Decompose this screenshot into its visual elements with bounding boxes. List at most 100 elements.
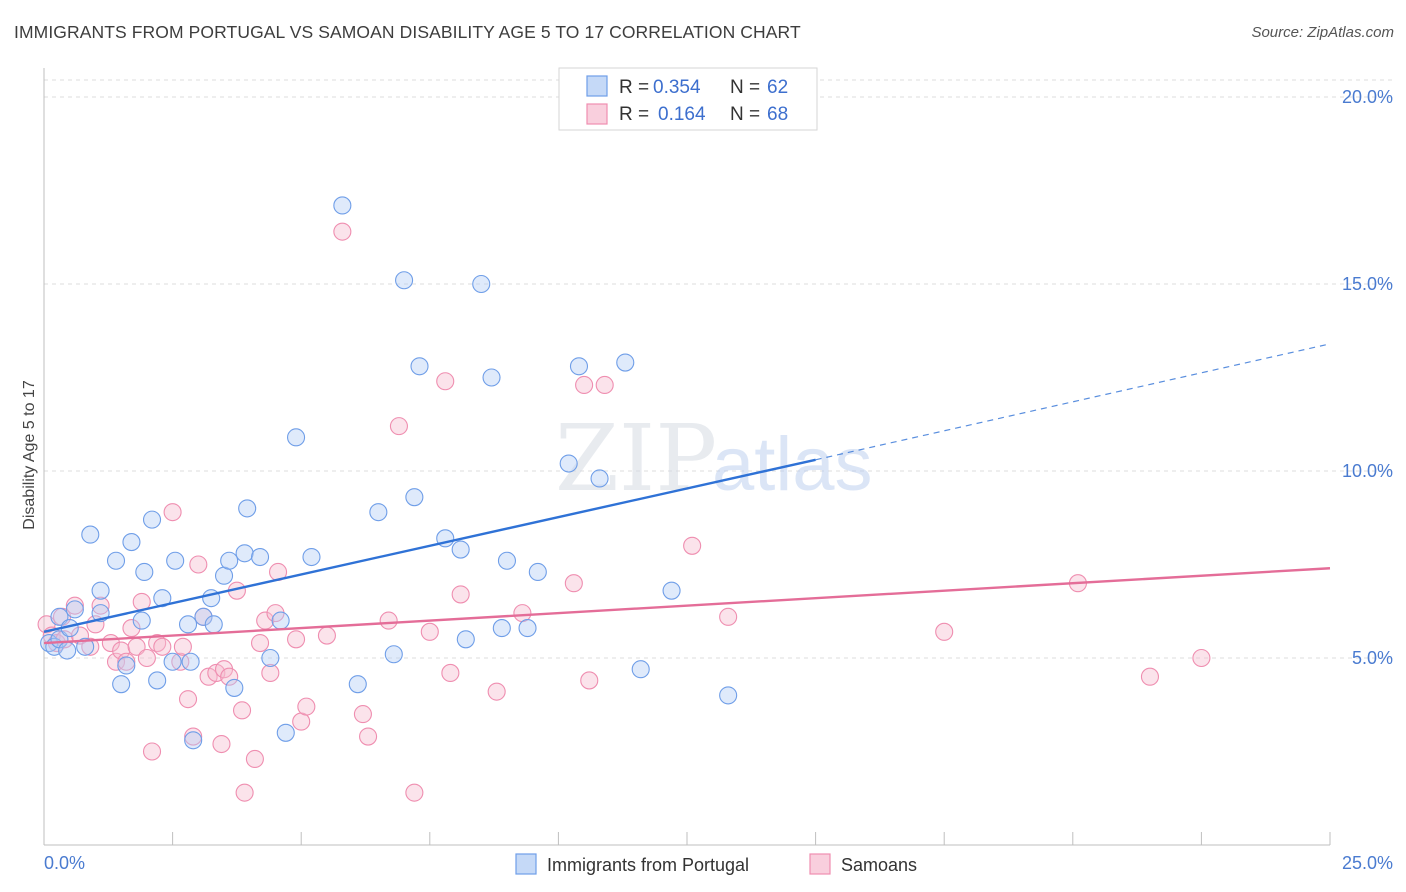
portugal-point-8 (81, 525, 100, 544)
portugal-point-57 (590, 469, 609, 488)
trendlines (43, 343, 1331, 645)
portugal-point-54 (528, 562, 547, 582)
samoan-point-25 (189, 555, 208, 574)
portugal-point-11 (106, 551, 126, 570)
samoan-point-23 (178, 690, 198, 709)
legend-n-label-samoan: N = (730, 104, 760, 125)
samoan-point-46 (353, 705, 372, 724)
y-tick-label-3: 20.0% (1342, 87, 1393, 107)
samoan-point-31 (220, 667, 239, 686)
portugal-point-27 (204, 615, 223, 634)
legend-n-value-samoan: 68 (767, 104, 788, 125)
legend-r-value-samoan: 0.164 (658, 104, 706, 125)
bottom-legend-swatch-samoan (809, 853, 831, 875)
portugal-point-50 (482, 368, 501, 387)
portugal-point-49 (472, 274, 491, 294)
samoan-point-52 (436, 372, 455, 391)
samoan-point-3 (55, 630, 74, 649)
samoan-point-22 (173, 637, 192, 656)
legend-r-value-portugal: 0.354 (653, 77, 701, 98)
samoan-point-63 (935, 622, 954, 641)
samoan-point-43 (297, 697, 316, 716)
portugal-point-58 (616, 353, 635, 372)
portugal-point-40 (348, 675, 367, 694)
samoan-point-59 (580, 671, 599, 690)
y-tick-label-1: 10.0% (1342, 461, 1393, 481)
samoan-point-60 (595, 375, 614, 395)
portugal-point-47 (451, 540, 470, 559)
legend-r-label-samoan: R = (619, 104, 649, 125)
samoan-point-47 (359, 727, 378, 746)
samoan-point-20 (163, 503, 182, 522)
y-tick-labels: 5.0% 10.0% 15.0% 20.0% (1342, 87, 1393, 668)
samoan-point-45 (333, 222, 352, 241)
x-tick-label-0: 0.0% (44, 853, 85, 873)
portugal-point-12 (112, 675, 131, 694)
watermark-zip: ZIP (555, 405, 717, 512)
samoan-point-48 (379, 611, 398, 630)
samoan-point-62 (719, 607, 738, 626)
samoan-point-55 (487, 682, 506, 701)
portugal-point-17 (142, 510, 162, 529)
samoan-point-57 (564, 574, 583, 593)
bottom-legend: Immigrants from Portugal Samoans (515, 853, 917, 875)
portugal-point-32 (238, 499, 257, 518)
samoan-point-66 (1192, 648, 1211, 668)
legend-n-value-portugal: 62 (767, 77, 788, 98)
samoan-point-50 (405, 783, 424, 802)
grid (44, 79, 1392, 659)
samoan-point-24 (184, 727, 203, 746)
samoan-point-36 (250, 633, 270, 653)
portugal-point-29 (220, 551, 239, 570)
portugal-point-60 (662, 581, 681, 600)
chart-title: IMMIGRANTS FROM PORTUGAL VS SAMOAN DISAB… (14, 22, 801, 42)
axes (43, 68, 1331, 846)
portugal-point-43 (395, 271, 414, 290)
bottom-legend-label-portugal: Immigrants from Portugal (547, 855, 749, 875)
portugal-trendline-extension (815, 343, 1331, 461)
portugal-point-59 (631, 660, 650, 679)
portugal-point-16 (135, 562, 154, 582)
x-tick-labels: 0.0% 25.0% (44, 853, 1393, 873)
samoan-point-17 (142, 742, 162, 761)
samoan-point-65 (1140, 667, 1160, 686)
samoan-point-21 (171, 652, 190, 671)
portugal-point-41 (369, 503, 388, 522)
legend-n-label-portugal: N = (730, 77, 760, 98)
y-axis-label: Disability Age 5 to 17 (21, 380, 38, 530)
watermark: ZIP atlas (555, 405, 873, 512)
portugal-point-3 (50, 607, 69, 626)
samoan-point-16 (137, 648, 156, 668)
portugal-point-34 (261, 648, 280, 668)
samoan-points (37, 222, 1211, 802)
legend-swatch-samoan (586, 103, 608, 125)
portugal-point-7 (76, 637, 95, 656)
samoan-point-41 (287, 630, 306, 649)
samoan-point-49 (389, 417, 408, 436)
samoan-point-35 (245, 749, 264, 769)
portugal-point-30 (225, 678, 244, 697)
portugal-trendline (43, 458, 816, 633)
portugal-point-39 (333, 196, 352, 215)
samoan-point-53 (441, 663, 460, 683)
portugal-point-48 (456, 630, 475, 649)
samoan-point-10 (106, 652, 126, 671)
portugal-point-33 (250, 547, 270, 567)
portugal-point-4 (58, 641, 77, 660)
portugal-point-18 (148, 671, 167, 690)
samoan-point-38 (261, 663, 280, 683)
portugal-point-53 (518, 619, 537, 638)
portugal-point-23 (181, 652, 200, 671)
portugal-point-45 (410, 357, 429, 376)
samoan-trendline (43, 567, 1331, 645)
portugal-point-55 (559, 454, 578, 473)
samoan-point-19 (153, 637, 172, 656)
portugal-point-35 (271, 611, 290, 630)
portugal-point-56 (569, 357, 589, 376)
samoan-point-13 (122, 619, 141, 638)
samoan-point-61 (683, 536, 702, 555)
y-tick-label-2: 15.0% (1342, 274, 1393, 294)
legend-swatch-portugal (586, 75, 608, 97)
portugal-point-6 (65, 600, 84, 619)
